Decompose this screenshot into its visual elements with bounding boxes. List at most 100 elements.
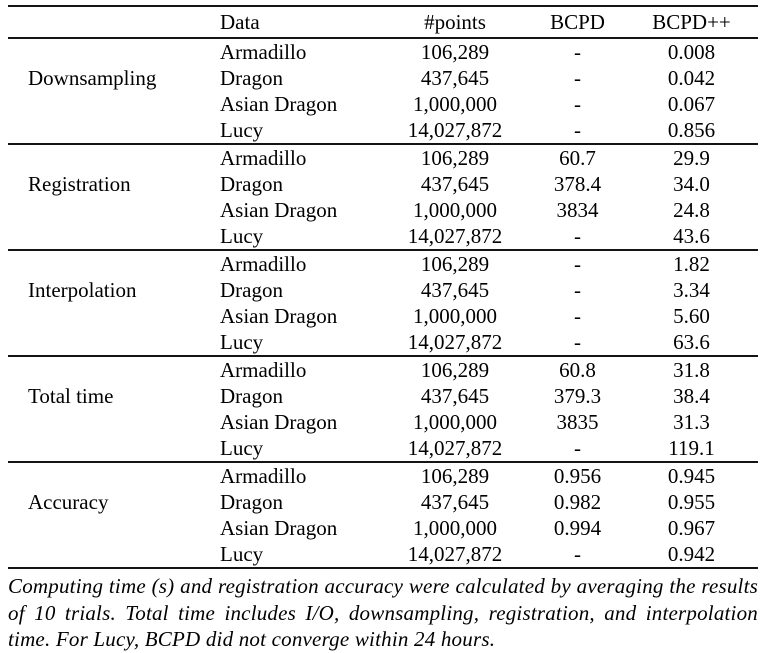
bcpd-cell: - bbox=[574, 92, 581, 116]
data-cell: Lucy bbox=[220, 330, 264, 354]
section-downsampling: Downsampling Armadillo 106,289-0.008 Dragon… bbox=[8, 38, 758, 144]
points-cell: 106,289 bbox=[420, 146, 490, 170]
bcpd-cell: - bbox=[574, 224, 581, 248]
data-cell: Lucy bbox=[220, 436, 264, 460]
points-cell: 437,645 bbox=[420, 278, 490, 302]
bcpd-cell: 3835 bbox=[556, 410, 599, 434]
bcpd-cell: 0.982 bbox=[553, 490, 602, 514]
table-row: Registration Armadillo 106,289 60.7 29.9 bbox=[8, 144, 758, 196]
bcpdpp-cell: 38.4 bbox=[673, 384, 710, 408]
bcpd-cell: - bbox=[574, 252, 581, 276]
header-row: Data #points BCPD BCPD++ bbox=[8, 6, 758, 38]
data-cell: Lucy bbox=[220, 542, 264, 566]
bcpd-cell: - bbox=[574, 542, 581, 566]
points-cell: 437,645 bbox=[420, 384, 490, 408]
bcpdpp-cell: 43.6 bbox=[673, 224, 710, 248]
bcpdpp-cell: 0.942 bbox=[667, 542, 716, 566]
bcpdpp-cell: 3.34 bbox=[673, 278, 710, 302]
data-cell: Dragon bbox=[220, 384, 283, 408]
table-row: Asian Dragon 1,000,000 3835 31.3 bbox=[8, 409, 758, 435]
bcpd-cell: 379.3 bbox=[553, 384, 602, 408]
results-table: Data #points BCPD BCPD++ Downsampling Arm… bbox=[8, 5, 758, 569]
bcpd-cell: - bbox=[574, 118, 581, 142]
points-cell: 106,289 bbox=[420, 358, 490, 382]
points-cell: 14,027,872 bbox=[407, 118, 503, 142]
bcpdpp-cell: 29.9 bbox=[673, 146, 710, 170]
points-cell: 437,645 bbox=[420, 490, 490, 514]
section-accuracy: Accuracy Armadillo 106,289 0.956 0.945 Dragon… bbox=[8, 462, 758, 568]
table-row: Lucy 14,027,872 - 43.6 bbox=[8, 223, 758, 250]
table-row: Downsampling Armadillo 106,289 - 0.008 bbox=[8, 38, 758, 90]
table-row: Accuracy Armadillo 106,289 0.956 0.945 bbox=[8, 462, 758, 514]
bcpdpp-cell: 31.3 bbox=[673, 410, 710, 434]
data-cell: Lucy bbox=[220, 118, 264, 142]
bcpdpp-cell: 0.042 bbox=[667, 66, 716, 90]
bcpd-cell: 60.8 bbox=[559, 358, 596, 382]
table-row: Dragon 437,645 378.4 34.0 bbox=[8, 171, 758, 197]
table-row: Dragon 437,645 379.3 38.4 bbox=[8, 383, 758, 409]
data-cell: Dragon bbox=[220, 66, 283, 90]
data-cell: Armadillo bbox=[220, 40, 307, 64]
points-cell: 14,027,872 bbox=[407, 330, 503, 354]
bcpdpp-cell: 31.8 bbox=[673, 358, 710, 382]
header-bcpdpp: BCPD++ bbox=[652, 10, 731, 34]
bcpdpp-cell: 0.008 bbox=[667, 40, 716, 64]
table-row: Dragon 437,645 0.982 0.955 bbox=[8, 489, 758, 515]
bcpdpp-cell: 119.1 bbox=[668, 436, 715, 460]
points-cell: 1,000,000 bbox=[413, 516, 497, 540]
data-cell: Armadillo bbox=[220, 146, 307, 170]
bcpd-cell: - bbox=[574, 304, 581, 328]
data-cell: Asian Dragon bbox=[220, 410, 338, 434]
bcpdpp-cell: 1.82 bbox=[673, 252, 710, 276]
table-caption: Computing time (s) and registration accu… bbox=[8, 574, 758, 651]
data-cell: Asian Dragon bbox=[220, 198, 338, 222]
data-cell: Asian Dragon bbox=[220, 92, 338, 116]
points-cell: 437,645 bbox=[420, 66, 490, 90]
group-label: Registration bbox=[28, 172, 131, 196]
bcpd-cell: 60.7 bbox=[559, 146, 596, 170]
table-row: Asian Dragon 1,000,000 0.994 0.967 bbox=[8, 515, 758, 541]
bcpdpp-cell: 0.856 bbox=[667, 118, 716, 142]
points-cell: 1,000,000 bbox=[413, 198, 497, 222]
bcpdpp-cell: 0.945 bbox=[667, 464, 716, 488]
data-cell: Asian Dragon bbox=[220, 304, 338, 328]
data-cell: Lucy bbox=[220, 224, 264, 248]
data-cell: Armadillo bbox=[220, 464, 307, 488]
data-cell: Dragon bbox=[220, 490, 283, 514]
table-header: Data #points BCPD BCPD++ bbox=[8, 6, 758, 38]
bcpd-cell: 378.4 bbox=[553, 172, 602, 196]
points-cell: 437,645 bbox=[420, 172, 490, 196]
bcpdpp-cell: 0.067 bbox=[667, 92, 716, 116]
points-cell: 1,000,000 bbox=[413, 410, 497, 434]
points-cell: 14,027,872 bbox=[407, 224, 503, 248]
bcpdpp-cell: 24.8 bbox=[673, 198, 710, 222]
group-label: Accuracy bbox=[28, 490, 109, 514]
table-row: Lucy 14,027,872 - 63.6 bbox=[8, 329, 758, 356]
table-row: Dragon 437,645 - 3.34 bbox=[8, 277, 758, 303]
header-bcpd: BCPD bbox=[550, 10, 605, 34]
table-row: Asian Dragon 1,000,000 - 5.60 bbox=[8, 303, 758, 329]
bcpdpp-cell: 34.0 bbox=[673, 172, 710, 196]
data-cell: Dragon bbox=[220, 172, 283, 196]
header-data: Data bbox=[220, 10, 260, 34]
points-cell: 14,027,872 bbox=[407, 542, 503, 566]
table-row: Asian Dragon 1,000,000 - 0.067 bbox=[8, 91, 758, 117]
table-row: Lucy 14,027,872 - 0.856 bbox=[8, 117, 758, 144]
section-total-time: Total time Armadillo 106,289 60.8 31.8 Dragon… bbox=[8, 356, 758, 462]
bcpdpp-cell: 0.955 bbox=[667, 490, 716, 514]
points-cell: 106,289 bbox=[420, 40, 490, 64]
points-cell: 106,289 bbox=[420, 464, 490, 488]
section-registration: Registration Armadillo 106,289 60.7 29.9 Drag… bbox=[8, 144, 758, 250]
bcpd-cell: - bbox=[574, 436, 581, 460]
bcpd-cell: - bbox=[574, 278, 581, 302]
table-row: Lucy 14,027,872 - 119.1 bbox=[8, 435, 758, 462]
bcpd-cell: 3834 bbox=[556, 198, 599, 222]
bcpd-cell: 0.994 bbox=[553, 516, 602, 540]
table-row: Asian Dragon 1,000,000 3834 24.8 bbox=[8, 197, 758, 223]
bcpdpp-cell: 63.6 bbox=[673, 330, 710, 354]
group-label: Interpolation bbox=[28, 278, 137, 302]
section-interpolation: Interpolation Armadillo 106,289-1.82 Dragon… bbox=[8, 250, 758, 356]
table-row: Total time Armadillo 106,289 60.8 31.8 bbox=[8, 356, 758, 408]
data-cell: Armadillo bbox=[220, 358, 307, 382]
